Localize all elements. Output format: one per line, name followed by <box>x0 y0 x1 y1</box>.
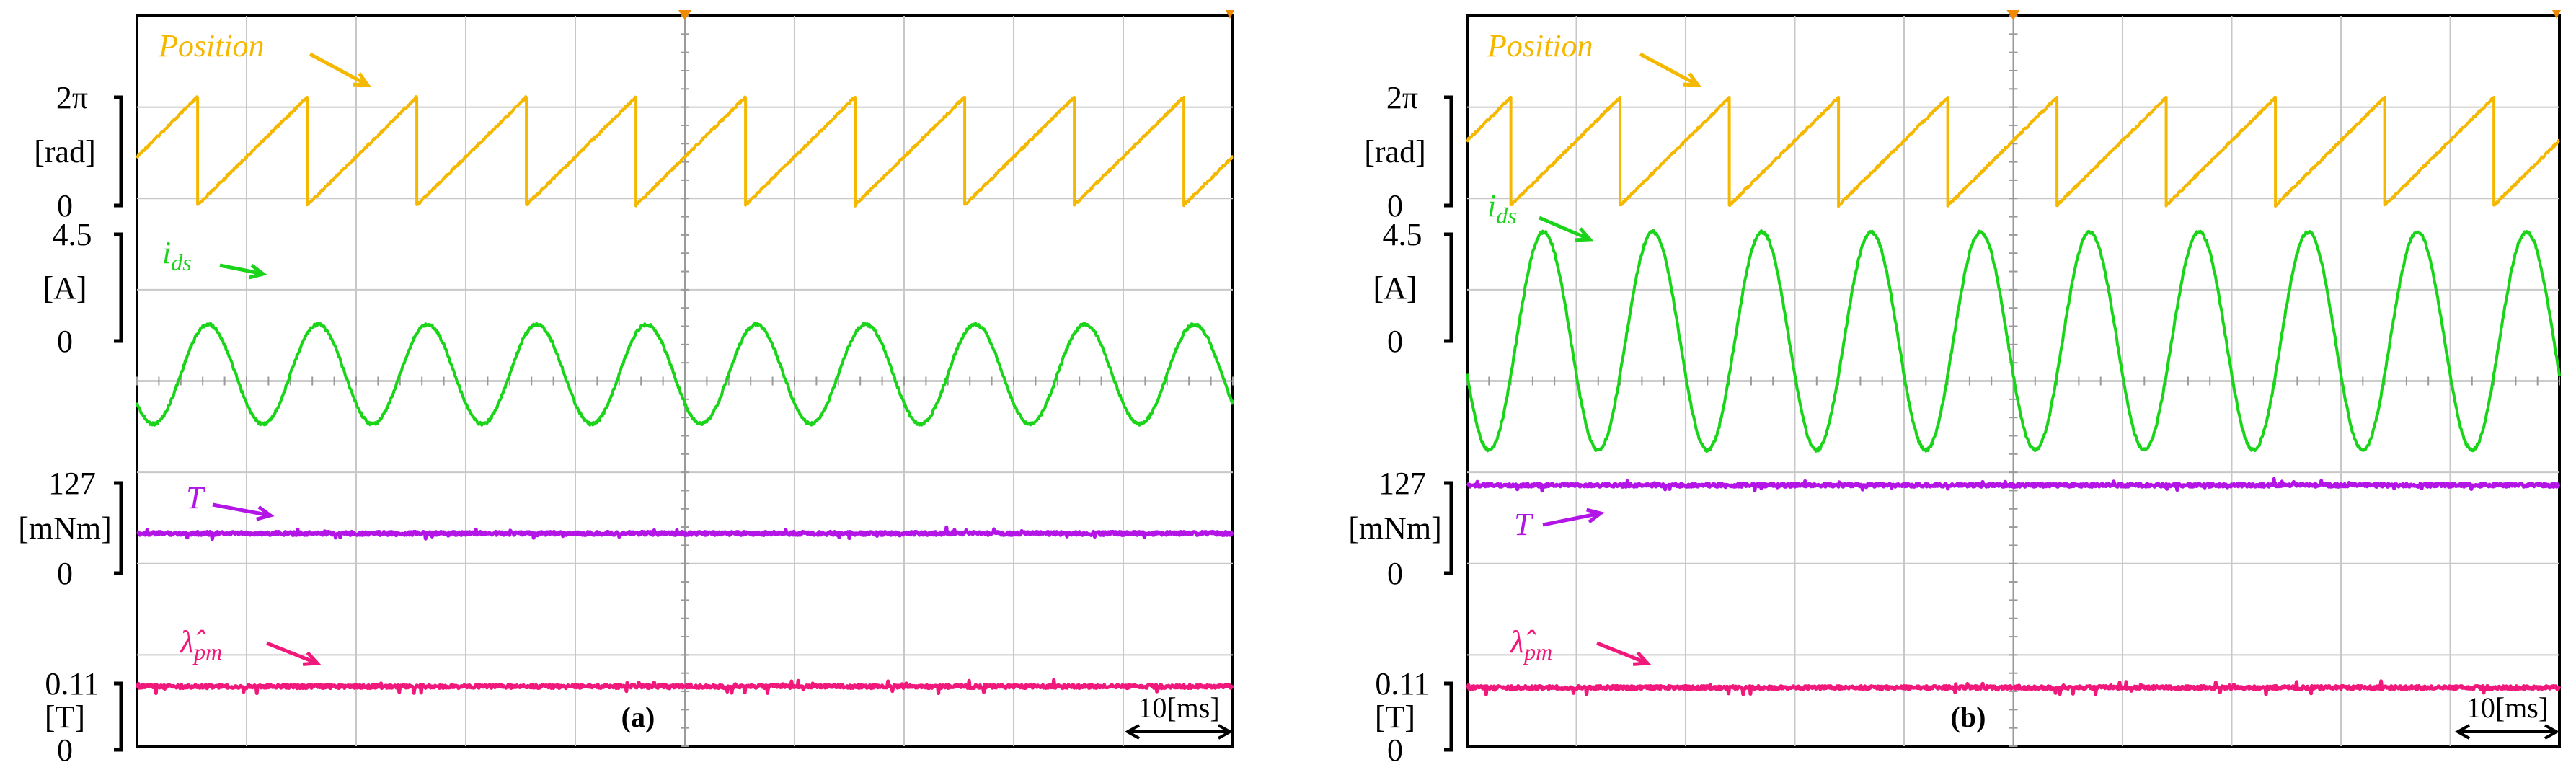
position-trace <box>1466 95 2560 208</box>
torque-trace-label: T <box>1514 507 1534 542</box>
lambda-top-label: 0.11 <box>45 666 99 701</box>
time-scale-arrow-left <box>1124 724 1140 740</box>
torque-unit-label: [mNm] <box>18 511 112 546</box>
torque-trace <box>136 525 1234 541</box>
trigger-level-marker <box>2552 10 2561 19</box>
lambda-unit-label: [T] <box>1375 699 1415 735</box>
lambda-scale-bracket <box>114 681 123 752</box>
ids-bottom-label: 0 <box>57 324 73 359</box>
ids-scale-bracket <box>1444 232 1453 343</box>
position-unit-label: [rad] <box>1364 134 1426 169</box>
ids-label-base: i <box>162 235 171 270</box>
lambda-label-subscript: pm <box>192 639 222 665</box>
ids-trace <box>136 322 1234 427</box>
torque-trace <box>1466 477 2561 493</box>
time-scale-arrow-left <box>2454 724 2470 740</box>
position-label-arrow <box>309 52 369 87</box>
position-trace <box>136 95 1234 208</box>
torque-trace-label: T <box>186 480 206 515</box>
lambda-trace <box>1466 679 2562 696</box>
position-unit-label: [rad] <box>34 134 96 169</box>
torque-unit-label: [mNm] <box>1348 511 1442 546</box>
lambda-label-arrow <box>266 641 318 665</box>
time-scale-label: 10[ms] <box>2466 691 2548 724</box>
position-arrow-head <box>1683 72 1702 87</box>
ids-trace <box>1466 229 2561 453</box>
position-bottom-label: 0 <box>57 188 73 223</box>
ids-label-base: i <box>1487 188 1496 223</box>
ids-bottom-label: 0 <box>1387 324 1403 359</box>
position-scale-bracket <box>114 95 123 208</box>
lambda-arrow-head <box>1632 651 1652 666</box>
time-scale-arrow-right <box>2544 724 2560 740</box>
torque-top-label: 127 <box>48 466 96 501</box>
panel-a: 2π [rad] 0 Position 4.5 [A] 0 ids 127 [mNm] 0 T 0.11… <box>18 10 1235 768</box>
lambda-unit-label: [T] <box>45 699 85 735</box>
torque-scale-bracket <box>114 481 123 575</box>
position-label-arrow <box>1639 52 1699 87</box>
ids-label-arrow <box>1539 216 1590 242</box>
ids-scale-bracket <box>114 232 123 343</box>
trigger-level-marker <box>1226 10 1234 19</box>
position-top-label: 2π <box>56 80 88 115</box>
lambda-bottom-label: 0 <box>57 732 73 768</box>
ids-unit-label: [A] <box>43 270 87 306</box>
position-arrow-head <box>353 72 372 87</box>
ids-unit-label: [A] <box>1373 270 1417 306</box>
lambda-label-arrow <box>1596 641 1648 665</box>
torque-bottom-label: 0 <box>57 556 73 591</box>
time-scale-arrow-right <box>1218 724 1234 740</box>
trigger-marker <box>678 10 691 20</box>
ids-label-arrow <box>219 263 264 276</box>
torque-arrow-head <box>256 505 275 521</box>
ids-arrow-head <box>1575 227 1594 242</box>
ids-label-subscript: ds <box>171 249 191 275</box>
torque-label-arrow <box>212 502 271 518</box>
ids-top-label: 4.5 <box>1383 217 1422 252</box>
panel-caption: (a) <box>621 701 655 733</box>
torque-top-label: 127 <box>1378 466 1426 501</box>
position-scale-bracket <box>1444 95 1453 208</box>
time-scale-label: 10[ms] <box>1138 691 1219 724</box>
torque-arrow-head <box>1586 508 1605 524</box>
lambda-trace <box>136 678 1235 696</box>
trigger-marker <box>2006 10 2020 20</box>
lambda-top-label: 0.11 <box>1375 666 1429 701</box>
ids-label-subscript: ds <box>1496 203 1516 229</box>
ids-arrow-head <box>249 263 267 280</box>
torque-label-arrow <box>1542 511 1601 527</box>
position-trace-label: Position <box>1487 28 1593 63</box>
position-trace-label: Position <box>158 28 265 63</box>
panel-b: 2π [rad] 0 Position 4.5 [A] 0 ids 127 [mNm] 0 T 0.11… <box>1348 10 2562 768</box>
ids-trace-label: ids <box>1487 188 1517 229</box>
position-bottom-label: 0 <box>1387 188 1403 223</box>
lambda-arrow-head <box>302 651 322 666</box>
lambda-scale-bracket <box>1444 681 1453 752</box>
torque-bottom-label: 0 <box>1387 556 1403 591</box>
lambda-label-subscript: pm <box>1523 639 1552 665</box>
position-top-label: 2π <box>1386 80 1418 115</box>
ids-top-label: 4.5 <box>53 217 92 252</box>
torque-scale-bracket <box>1444 481 1453 575</box>
panel-caption: (b) <box>1951 701 1986 733</box>
ids-trace-label: ids <box>162 235 192 275</box>
lambda-bottom-label: 0 <box>1387 732 1403 768</box>
